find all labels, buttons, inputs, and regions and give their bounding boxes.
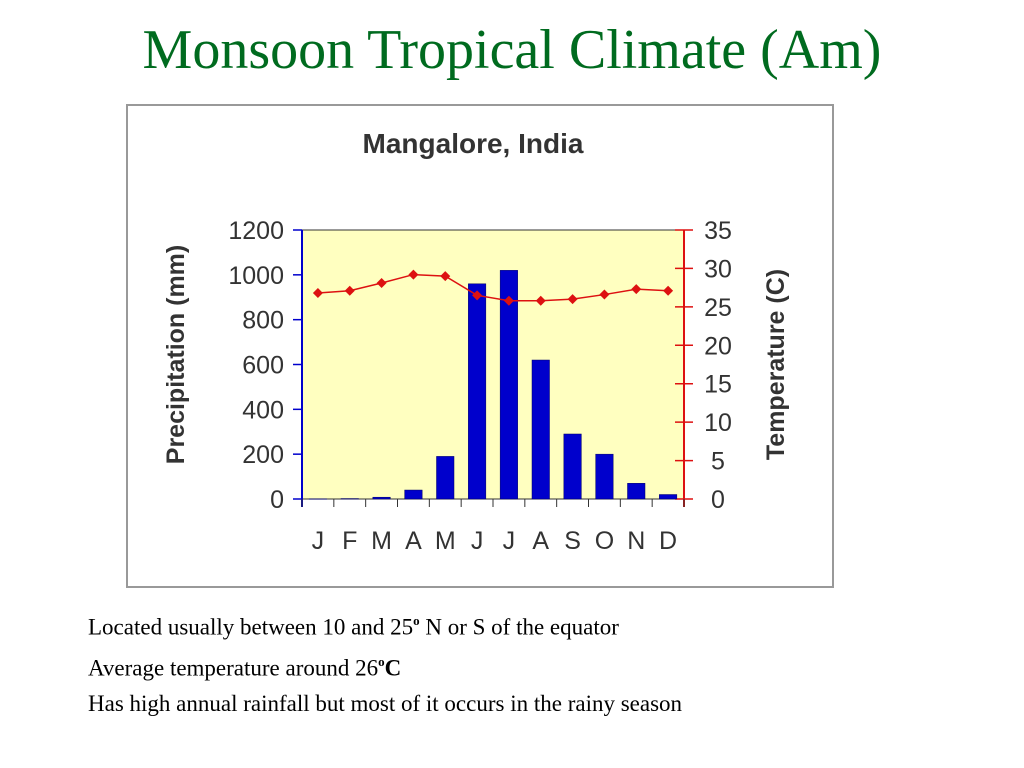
precipitation-bar [499, 270, 518, 500]
precipitation-bar [372, 496, 391, 500]
right-tick-label: 0 [711, 486, 725, 514]
bullet-1-tail: N or S of the equator [419, 614, 619, 640]
temperature-point [631, 284, 642, 295]
bullet-2-tail: C [384, 655, 402, 681]
chart-title: Mangalore, India [363, 128, 584, 159]
left-tick-label: 1200 [228, 217, 284, 245]
precipitation-bar [436, 456, 455, 500]
temperature-line [317, 273, 669, 302]
temperature-point [599, 289, 610, 300]
right-axis-title: Temperature (C) [762, 269, 790, 460]
right-tick-label: 10 [704, 409, 732, 437]
precipitation-bar [468, 283, 487, 500]
x-tick-label: A [405, 527, 422, 555]
x-tick-label: M [435, 527, 456, 555]
bullet-3-text: Has high annual rainfall but most of it … [88, 691, 683, 716]
temperature-point [535, 295, 546, 306]
right-tick-label: 30 [704, 255, 732, 283]
left-tick-label: 1000 [228, 262, 284, 290]
left-tick-label: 0 [270, 486, 284, 514]
bullet-1-text: Located usually between 10 and 25 [88, 614, 414, 640]
bullet-rainfall: Has high annual rainfall but most of it … [88, 687, 988, 728]
right-tick-label: 35 [704, 217, 732, 245]
bullet-list: Located usually between 10 and 25o N or … [88, 605, 988, 728]
x-tick-label: N [627, 527, 645, 555]
temperature-point [344, 285, 355, 296]
precipitation-bar [563, 433, 582, 500]
temperature-point [312, 288, 323, 299]
temperature-point [663, 285, 674, 296]
x-tick-label: J [312, 527, 325, 555]
temperature-point [472, 290, 483, 301]
x-tick-label: O [595, 527, 614, 555]
x-tick-label: D [659, 527, 677, 555]
plot-area [301, 229, 685, 500]
precipitation-bar [308, 498, 327, 500]
precipitation-bar [595, 453, 614, 500]
temperature-point [503, 295, 514, 306]
left-tick-label: 400 [242, 396, 284, 424]
x-tick-label: J [503, 527, 515, 555]
right-tick-label: 15 [704, 371, 732, 399]
climate-chart: Mangalore, India 0 200 400 600 800 1000 1200 0 5 1… [122, 100, 840, 594]
temperature-point [440, 271, 451, 282]
precipitation-bar [659, 494, 678, 500]
bullet-1-degree: o [413, 613, 420, 628]
x-tick-label: S [564, 527, 581, 555]
right-tick-label: 25 [704, 294, 732, 322]
bullet-temperature: Average temperature around 26oC [88, 646, 988, 687]
slide-title: Monsoon Tropical Climate (Am) [142, 19, 882, 81]
temperature-point [376, 278, 387, 289]
chart-svg: Mangalore, India 0 200 400 600 800 1000 1200 0 5 1… [126, 104, 834, 588]
left-tick-label: 600 [242, 352, 284, 380]
bullet-latitude: Located usually between 10 and 25o N or … [88, 605, 988, 646]
left-axis-title: Precipitation (mm) [162, 245, 190, 464]
temperature-point [567, 294, 578, 305]
precipitation-bar [340, 498, 359, 500]
precipitation-bar [627, 483, 646, 500]
bullet-2-text: Average temperature around 26 [88, 655, 379, 681]
temperature-point [408, 269, 419, 280]
x-tick-label: M [371, 527, 392, 555]
left-tick-label: 200 [242, 441, 284, 469]
bullet-2-degree: o [378, 654, 385, 669]
left-tick-label: 800 [242, 307, 284, 335]
x-tick-label: A [532, 527, 549, 555]
x-tick-label: F [342, 527, 357, 555]
x-tick-label: J [471, 527, 484, 555]
precipitation-bar [531, 359, 550, 500]
precipitation-bar [404, 489, 423, 500]
right-tick-label: 5 [711, 448, 725, 476]
right-tick-label: 20 [704, 332, 732, 360]
